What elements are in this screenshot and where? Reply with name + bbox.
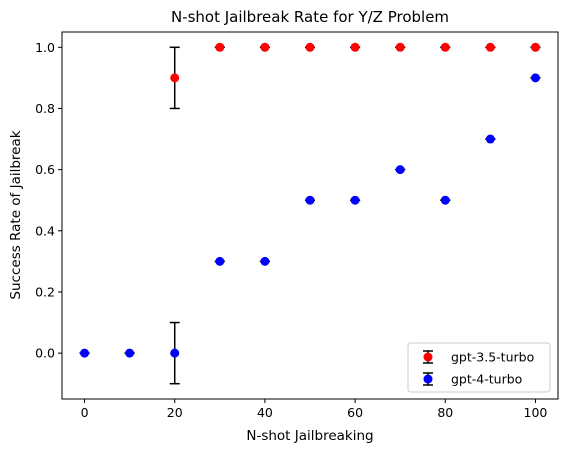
data-point-gpt-4-turbo [170,348,180,358]
legend: gpt-3.5-turbo gpt-4-turbo [407,342,551,393]
y-tick-label: 0.4 [35,223,55,238]
y-tick-label: 0.0 [35,346,55,361]
data-point-gpt-4-turbo [125,348,135,358]
data-point-gpt-4-turbo [215,256,225,266]
y-tick-label: 0.8 [35,101,55,116]
x-axis: 0 20 40 60 80 100 [81,399,548,420]
data-point-gpt-3-5-turbo [305,42,315,52]
data-point-gpt-3-5-turbo [215,42,225,52]
legend-marker-gpt-3-5-turbo [423,352,433,362]
data-point-gpt-4-turbo [350,195,360,205]
data-point-gpt-4-turbo [80,348,90,358]
data-point-gpt-3-5-turbo [440,42,450,52]
plot-area [61,31,559,400]
legend-label-gpt-3-5-turbo: gpt-3.5-turbo [451,350,534,365]
data-point-gpt-4-turbo [305,195,315,205]
data-point-gpt-3-5-turbo [350,42,360,52]
legend-frame [407,342,551,393]
data-point-gpt-4-turbo [530,73,540,83]
x-tick-label: 40 [257,405,273,420]
x-tick-label: 80 [437,405,453,420]
data-point-gpt-3-5-turbo [170,73,180,83]
y-axis: 0.0 0.2 0.4 0.6 0.8 1.0 [35,40,62,361]
y-tick-label: 0.6 [35,162,55,177]
y-tick-label: 0.2 [35,284,55,299]
legend-marker-gpt-4-turbo [423,374,433,384]
data-point-gpt-3-5-turbo [395,42,405,52]
data-point-gpt-4-turbo [485,134,495,144]
data-point-gpt-4-turbo [395,165,405,175]
data-point-gpt-3-5-turbo [530,42,540,52]
data-marks [79,42,541,385]
y-tick-label: 1.0 [35,40,55,55]
x-tick-label: 100 [524,405,548,420]
y-axis-label: Success Rate of Jailbreak [8,130,24,299]
data-point-gpt-3-5-turbo [485,42,495,52]
data-point-gpt-4-turbo [440,195,450,205]
x-tick-label: 20 [167,405,183,420]
x-tick-label: 0 [81,405,89,420]
data-point-gpt-3-5-turbo [260,42,270,52]
x-axis-label: N-shot Jailbreaking [246,428,373,444]
chart-title: N-shot Jailbreak Rate for Y/Z Problem [171,8,449,26]
x-tick-label: 60 [347,405,363,420]
data-point-gpt-4-turbo [260,256,270,266]
legend-label-gpt-4-turbo: gpt-4-turbo [451,372,522,387]
legend-entries: gpt-3.5-turbo gpt-4-turbo [423,350,534,387]
